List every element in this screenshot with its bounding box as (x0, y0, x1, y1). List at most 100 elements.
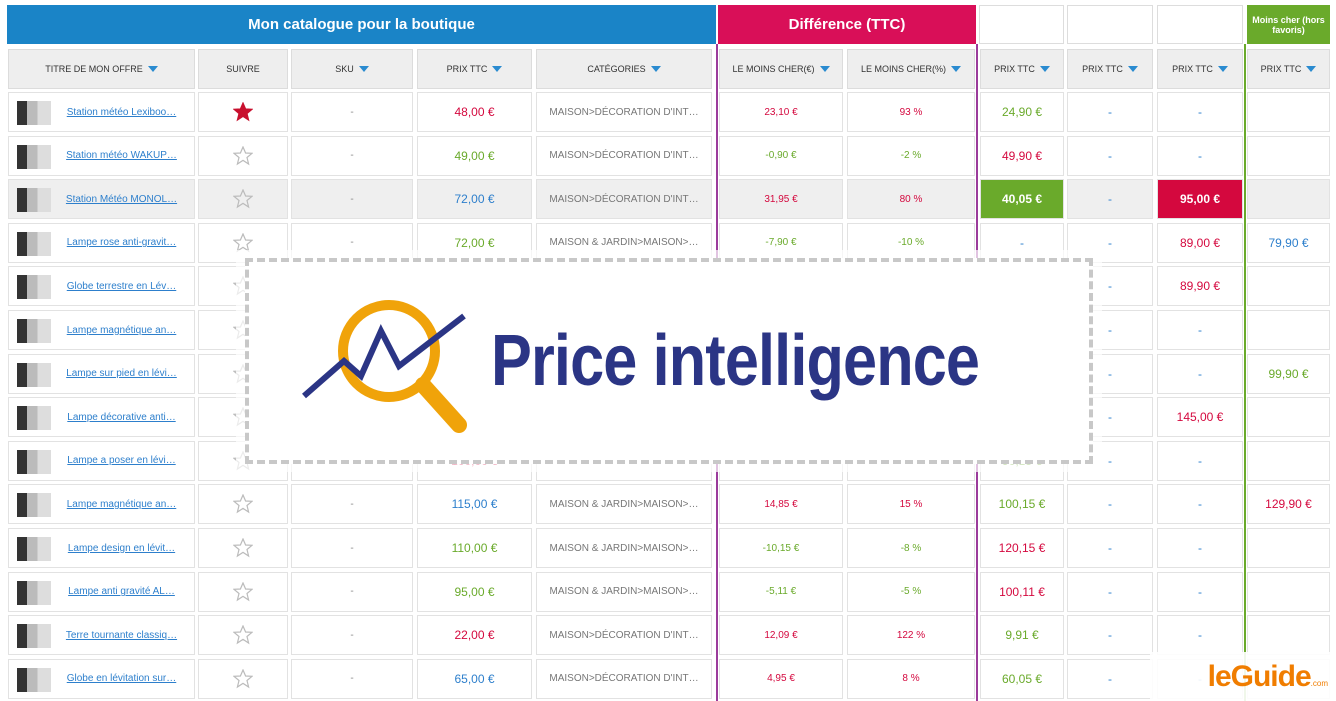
offer-link[interactable]: Station météo WAKUP… (66, 150, 177, 162)
thumbnail (17, 319, 51, 343)
price-cell: 48,00 € (417, 92, 532, 132)
title-cell: Globe terrestre en Lév… (8, 266, 195, 307)
category-cell: MAISON>DÉCORATION D'INT… (536, 658, 712, 699)
price-cell: 49,00 € (417, 135, 532, 176)
overlay: Price intelligence (245, 258, 1093, 464)
category-cell: MAISON & JARDIN>MAISON>… (536, 528, 712, 568)
thumbnail (17, 449, 51, 474)
sku-cell: - (291, 658, 413, 699)
star[interactable] (233, 232, 253, 253)
price-cell: 95,00 € (417, 571, 532, 612)
follow-cell (198, 135, 288, 176)
cell (1247, 615, 1330, 656)
star[interactable] (233, 538, 253, 558)
thumbnail (17, 144, 51, 169)
offer-link[interactable]: Station météo Lexiboo… (66, 106, 177, 118)
cell (1247, 528, 1330, 568)
offer-link[interactable]: Terre tournante classiq… (65, 629, 178, 641)
follow-cell (198, 615, 288, 656)
offer-link[interactable]: Globe terrestre en Lév… (66, 280, 177, 292)
price-cell: 89,00 € (1157, 222, 1243, 263)
price-cell: -8 % (847, 528, 975, 568)
star[interactable] (233, 189, 253, 209)
star[interactable] (233, 625, 253, 645)
brand: leGuide .com (1150, 652, 1336, 701)
offer-link[interactable]: Lampe rose anti-gravit… (66, 237, 177, 249)
cell (1247, 310, 1330, 350)
group-header: Moins cher (hors favoris) (1247, 5, 1330, 44)
thumbnail (17, 667, 51, 692)
price-cell: - (1067, 92, 1153, 132)
thumbnail (17, 537, 51, 561)
offer-link[interactable]: Station Météo MONOL… (65, 193, 178, 205)
divider (1244, 44, 1246, 701)
price-cell: 14,85 € (719, 484, 843, 525)
star[interactable] (233, 581, 253, 602)
category-cell: MAISON>DÉCORATION D'INT… (536, 179, 712, 220)
group-header (1157, 5, 1243, 44)
price-cell: - (1067, 571, 1153, 612)
price-cell: - (1067, 135, 1153, 176)
sku-cell: - (291, 92, 413, 132)
star[interactable] (233, 102, 253, 122)
title-cell: Globe en lévitation sur… (8, 658, 195, 699)
price-cell: 9,91 € (980, 615, 1064, 656)
price-cell: 122 % (847, 615, 975, 656)
price-cell: - (1067, 528, 1153, 568)
offer-link[interactable]: Lampe a poser en lévi… (67, 455, 176, 467)
sku-cell: - (291, 179, 413, 220)
title-cell: Lampe design en lévit… (8, 528, 195, 568)
column-header: SUIVRE (198, 49, 288, 89)
price-cell: -2 % (847, 135, 975, 176)
offer-link[interactable]: Lampe magnétique an… (66, 498, 177, 510)
price-cell: 100,11 € (980, 571, 1064, 612)
category-cell: MAISON & JARDIN>MAISON>… (536, 571, 712, 612)
price-cell: 49,90 € (980, 135, 1064, 176)
price-cell: - (1067, 179, 1153, 220)
category-cell: MAISON>DÉCORATION D'INT… (536, 92, 712, 132)
sku-cell: - (291, 528, 413, 568)
offer-link[interactable]: Globe en lévitation sur… (66, 673, 177, 685)
follow-cell (198, 528, 288, 568)
price-cell: -5,11 € (719, 571, 843, 612)
column-header: CATÉGORIES (536, 49, 712, 89)
cell (1247, 571, 1330, 612)
title-cell: Lampe a poser en lévi… (8, 440, 195, 481)
price-cell: - (1157, 484, 1243, 525)
brand-suffix: .com (1310, 679, 1328, 688)
follow-cell (198, 179, 288, 220)
cell (1247, 179, 1330, 220)
overlay-title: Price intelligence (491, 321, 980, 401)
offer-link[interactable]: Lampe sur pied en lévi… (66, 368, 177, 380)
cell (1247, 397, 1330, 438)
sku-cell: - (291, 484, 413, 525)
follow-cell (198, 571, 288, 612)
price-cell: - (1067, 222, 1153, 263)
offer-link[interactable]: Lampe magnétique an… (66, 324, 177, 336)
price-cell: 129,90 € (1247, 484, 1330, 525)
price-cell: 65,00 € (417, 658, 532, 699)
price-cell: 79,90 € (1247, 222, 1330, 263)
thumbnail (17, 580, 51, 605)
price-cell: - (1157, 528, 1243, 568)
price-cell: 24,90 € (980, 92, 1064, 132)
price-cell: 8 % (847, 658, 975, 699)
offer-link[interactable]: Lampe décorative anti… (67, 411, 176, 423)
price-cell: 40,05 € (980, 179, 1064, 220)
price-cell: 93 % (847, 92, 975, 132)
offer-link[interactable]: Lampe anti gravité AL… (68, 586, 175, 598)
offer-link[interactable]: Lampe design en lévit… (67, 542, 176, 554)
sku-cell: - (291, 135, 413, 176)
brand-name: leGuide (1207, 659, 1312, 693)
star[interactable] (233, 668, 253, 689)
price-cell: 99,90 € (1247, 353, 1330, 394)
category-cell: MAISON>DÉCORATION D'INT… (536, 615, 712, 656)
star[interactable] (233, 494, 253, 514)
column-header: PRIX TTC (1247, 49, 1330, 89)
star[interactable] (233, 145, 253, 166)
thumbnail (17, 406, 51, 431)
price-cell: - (1157, 615, 1243, 656)
title-cell: Station météo Lexiboo… (8, 92, 195, 132)
cell (1247, 92, 1330, 132)
